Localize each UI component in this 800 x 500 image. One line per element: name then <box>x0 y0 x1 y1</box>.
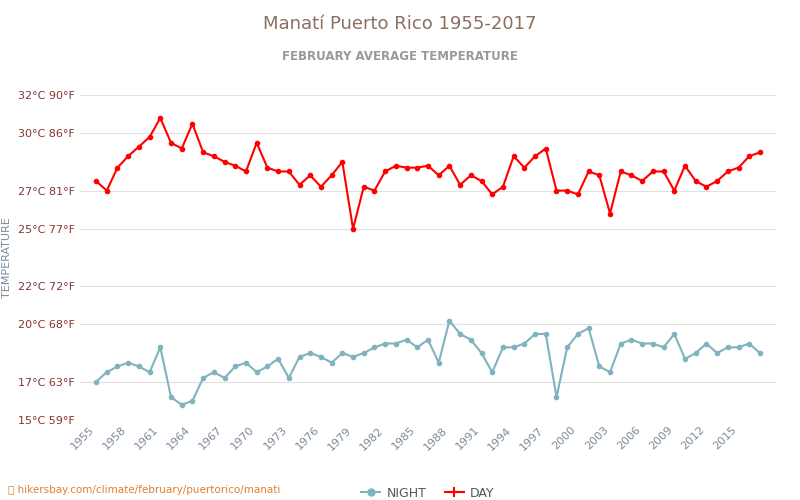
Y-axis label: TEMPERATURE: TEMPERATURE <box>2 217 13 298</box>
Text: 📍 hikersbay.com/climate/february/puertorico/manati: 📍 hikersbay.com/climate/february/puertor… <box>8 485 280 495</box>
Text: Manatí Puerto Rico 1955-2017: Manatí Puerto Rico 1955-2017 <box>263 15 537 33</box>
Legend: NIGHT, DAY: NIGHT, DAY <box>357 482 499 500</box>
Text: FEBRUARY AVERAGE TEMPERATURE: FEBRUARY AVERAGE TEMPERATURE <box>282 50 518 63</box>
